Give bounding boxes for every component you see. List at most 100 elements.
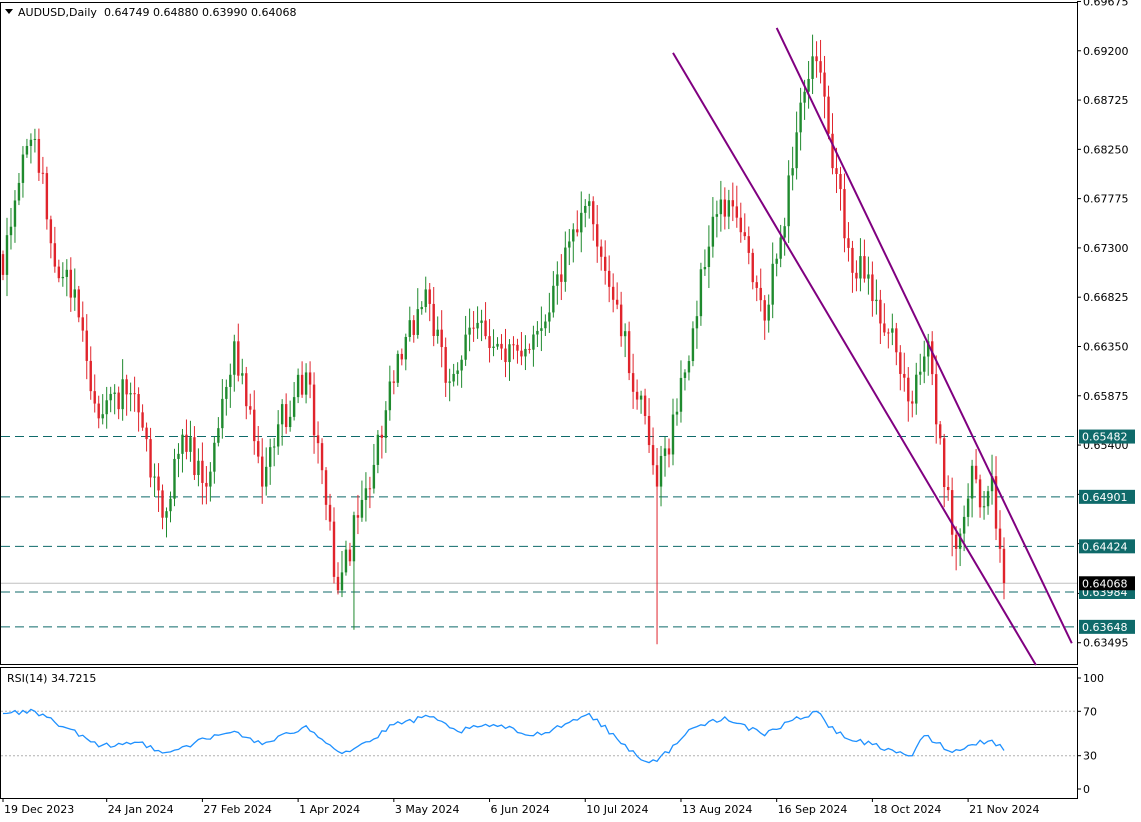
candle — [316, 421, 320, 464]
candle — [588, 193, 591, 219]
x-tick-label: 27 Feb 2024 — [203, 803, 271, 816]
candle — [607, 255, 611, 303]
rsi-line — [2, 708, 1005, 764]
candle — [552, 271, 555, 318]
candle — [420, 301, 423, 315]
candle — [819, 39, 822, 84]
candle — [707, 225, 711, 289]
candle — [49, 215, 53, 259]
candle — [667, 438, 671, 468]
channel-upper-line[interactable] — [775, 27, 1073, 644]
candle — [348, 542, 352, 566]
candle — [703, 249, 707, 276]
candle — [105, 386, 108, 429]
candle — [177, 443, 180, 478]
candle — [560, 254, 563, 301]
price-axis: 0.69675 0.69200 0.68725 0.68250 0.67775 0.673… — [1077, 0, 1135, 650]
svg-text:0.63648: 0.63648 — [1082, 621, 1128, 634]
candle — [911, 390, 914, 418]
candle — [436, 316, 439, 344]
channel-lower-line[interactable] — [672, 52, 1037, 666]
candle — [213, 436, 216, 484]
candle — [907, 367, 910, 422]
candle — [308, 361, 312, 399]
candle — [1002, 537, 1006, 600]
candle — [21, 146, 25, 198]
candle — [408, 306, 411, 342]
candle — [603, 240, 607, 285]
candle — [440, 310, 443, 368]
candle — [45, 166, 49, 230]
candle — [480, 309, 483, 342]
candle — [280, 399, 284, 446]
descending-channel — [672, 27, 1073, 666]
candle — [528, 343, 531, 354]
main-chart-area[interactable] — [0, 2, 1078, 665]
candle — [121, 359, 124, 421]
candle — [871, 261, 874, 317]
candle — [157, 463, 160, 512]
candle — [217, 417, 220, 447]
candle — [500, 334, 503, 360]
candle — [129, 382, 132, 412]
candle — [863, 239, 866, 283]
candle — [851, 240, 854, 293]
y-tick-label: 0.68250 — [1083, 143, 1129, 156]
candle — [153, 463, 156, 497]
candle — [432, 286, 435, 347]
candle — [137, 387, 140, 432]
candle — [592, 196, 595, 241]
rsi-tick-label: 70 — [1083, 705, 1097, 718]
candlesticks — [1, 34, 1006, 645]
level-price-label: 0.64424 — [1079, 539, 1135, 554]
candle — [655, 448, 659, 645]
collapse-triangle-icon[interactable] — [5, 9, 13, 14]
candle — [424, 276, 427, 313]
candle — [580, 191, 583, 253]
rsi-tick-label: 100 — [1083, 672, 1104, 685]
candle — [647, 398, 651, 453]
candle — [352, 511, 356, 630]
candle — [719, 180, 723, 232]
candle — [488, 319, 491, 363]
candle — [635, 379, 639, 410]
candle — [524, 335, 527, 371]
candle — [29, 133, 33, 164]
candle — [787, 160, 790, 243]
candle — [17, 173, 21, 206]
candle — [221, 379, 224, 439]
candle — [344, 540, 348, 576]
candle — [245, 366, 248, 420]
candle — [727, 189, 731, 230]
candle — [13, 190, 17, 243]
x-tick-label: 24 Jan 2024 — [108, 803, 174, 816]
candle — [799, 87, 802, 151]
candle — [276, 410, 280, 455]
candle — [165, 507, 168, 538]
candle — [460, 355, 463, 388]
candle — [536, 321, 539, 348]
y-tick-label: 0.68725 — [1083, 94, 1129, 107]
candle — [544, 314, 547, 336]
candle — [767, 294, 770, 333]
candle — [899, 345, 902, 391]
y-tick-label: 0.67300 — [1083, 242, 1129, 255]
candle — [927, 333, 930, 376]
candle — [265, 447, 268, 496]
candle — [292, 382, 296, 421]
candle — [731, 182, 735, 222]
candle — [508, 339, 511, 381]
candle — [699, 262, 703, 326]
time-axis: 19 Dec 2023 24 Jan 2024 27 Feb 2024 1 Apr 2… — [2, 798, 1040, 816]
candle — [209, 462, 212, 502]
candle — [743, 213, 746, 241]
candle — [268, 438, 272, 485]
candle — [253, 390, 256, 455]
candle — [623, 323, 627, 358]
candle — [492, 329, 495, 357]
candle — [57, 259, 61, 283]
rsi-pane[interactable]: 100 70 30 0 — [0, 667, 1105, 799]
y-tick-label: 0.67775 — [1083, 193, 1129, 206]
candle — [456, 362, 459, 386]
